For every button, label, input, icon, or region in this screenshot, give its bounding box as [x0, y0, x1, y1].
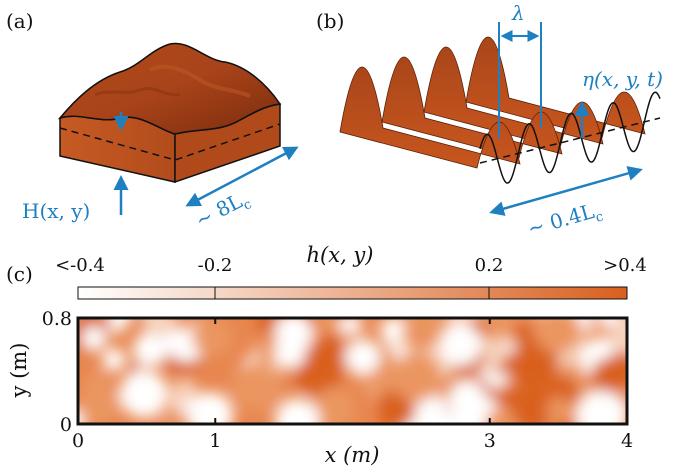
y-axis-label: y (m) [7, 343, 31, 399]
surface-shading [94, 87, 181, 97]
heatmap-blob [402, 318, 446, 335]
colorbar-tick-2: -0.2 [198, 255, 233, 276]
heatmap-blob [611, 318, 627, 355]
x-tick-label: 1 [209, 430, 221, 452]
heatmap-blob [274, 336, 306, 369]
heatmap-frame [76, 316, 629, 426]
height-label: H(x, y) [22, 199, 90, 223]
y-tick-labels: 00.8 [42, 308, 72, 436]
heatmap-blob [274, 398, 320, 424]
wave-crest [381, 56, 563, 159]
panel-b-label: (b) [316, 9, 344, 33]
size-arrow-8Lc [185, 146, 299, 207]
panel-c-label: (c) [6, 262, 33, 286]
wave-crests [339, 36, 646, 169]
wave-crest [465, 36, 646, 139]
heatmap-tickmarks [77, 318, 628, 424]
heatmap-blob [508, 344, 554, 390]
mean-level-line [59, 123, 281, 161]
wave-mean-line [479, 117, 661, 164]
size-label-8Lc: ∼ 8Lc [191, 185, 254, 236]
colorbar-tick-4: >0.4 [603, 255, 647, 276]
colorbar [77, 286, 628, 300]
heatmap-blob [546, 396, 572, 422]
colorbar-tick-1: <-0.4 [55, 255, 105, 276]
heatmap-blob [311, 339, 348, 376]
heatmap-blob [81, 326, 107, 351]
heatmap-blob [187, 391, 234, 424]
colorbar-tick-3: 0.2 [475, 255, 504, 276]
heatmap-field [78, 318, 627, 424]
y-tick-label: 0 [60, 414, 72, 436]
heatmap-blob [513, 320, 534, 341]
y-tick-label: 0.8 [42, 308, 72, 330]
wavelength-label: λ [511, 1, 525, 25]
heatmap-blob [344, 339, 380, 375]
heatmap-blob [453, 390, 482, 419]
size-label-04Lc: ∼ 0.4Lc [525, 197, 605, 245]
panel-a-label: (a) [6, 9, 34, 33]
wave-crest [423, 46, 604, 149]
heatmap-blob [511, 387, 556, 424]
heatmap-blob [158, 409, 195, 424]
rough-surface-top [57, 42, 282, 135]
heatmap-blob [102, 348, 126, 372]
x-tick-label: 0 [72, 430, 84, 452]
size-arrow-04Lc [489, 166, 643, 216]
heatmap-blob [576, 390, 627, 424]
heatmap-blob [234, 363, 283, 412]
heatmap-blob [534, 318, 582, 354]
heatmap-blob [132, 332, 168, 367]
eta-label: η(x, y, t) [582, 67, 663, 91]
x-axis-label: x (m) [325, 443, 380, 467]
heatmap-blob [82, 372, 109, 398]
heatmap-blob [392, 352, 442, 403]
heatmap-blob [140, 318, 175, 334]
heatmap-blob [339, 318, 360, 335]
heatmap-blob [590, 357, 627, 396]
heatmap-blob [192, 318, 232, 357]
heatmap-blob [439, 323, 482, 366]
panel-b: (b) λ η(x, y, t) ∼ 0.4Lc [316, 1, 663, 245]
colorbar-title: h(x, y) [307, 243, 374, 267]
heatmap-blob [380, 318, 406, 343]
x-tick-label: 4 [621, 430, 633, 452]
wave-crest [339, 66, 521, 169]
x-tick-label: 3 [484, 430, 496, 452]
heatmap-blob [313, 387, 356, 424]
heatmap-blob [171, 379, 198, 406]
x-tick-labels: 0 1 3 4 [72, 430, 633, 452]
panel-a: (a) H(x, y) ∼ 8Lc [6, 9, 299, 236]
heatmap-blob [119, 369, 169, 419]
surface-highlight [149, 64, 251, 98]
